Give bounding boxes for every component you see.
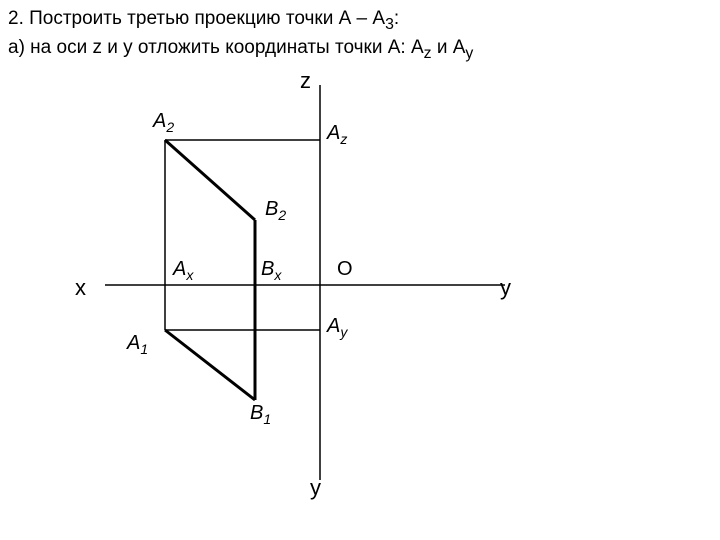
label-b1: B1 bbox=[250, 402, 271, 427]
axis-label-z: z bbox=[300, 68, 311, 94]
label-ax: Ax bbox=[173, 258, 193, 283]
diagram-svg bbox=[105, 70, 525, 510]
title-text: 2. Построить третью проекцию точки А – А… bbox=[8, 6, 473, 64]
label-a2: A2 bbox=[153, 110, 174, 135]
title-line2-sub1: z bbox=[424, 45, 432, 62]
origin-label: O bbox=[337, 258, 353, 281]
label-ay: Ay bbox=[327, 315, 347, 340]
label-az: Az bbox=[327, 122, 347, 147]
projection-diagram: z x y y O A2 Az B2 Ax Bx Ay A1 B1 bbox=[105, 70, 525, 510]
label-a1: A1 bbox=[127, 332, 148, 357]
axis-label-y-bottom: y bbox=[310, 475, 321, 501]
title-line2-mid: и А bbox=[432, 37, 466, 58]
axis-label-x: x bbox=[75, 275, 86, 301]
label-b2: B2 bbox=[265, 198, 286, 223]
line-a1-b1 bbox=[165, 330, 255, 400]
line-a2-b2 bbox=[165, 140, 255, 220]
label-bx: Bx bbox=[261, 258, 281, 283]
title-line1-sub: 3 bbox=[385, 16, 394, 33]
title-line2-sub2: y bbox=[465, 45, 473, 62]
title-line1-suffix: : bbox=[394, 8, 399, 29]
title-line2-prefix: а) на оси z и у отложить координаты точк… bbox=[8, 37, 424, 58]
title-line1-prefix: 2. Построить третью проекцию точки А – А bbox=[8, 8, 385, 29]
axis-label-y-right: y bbox=[500, 275, 511, 301]
